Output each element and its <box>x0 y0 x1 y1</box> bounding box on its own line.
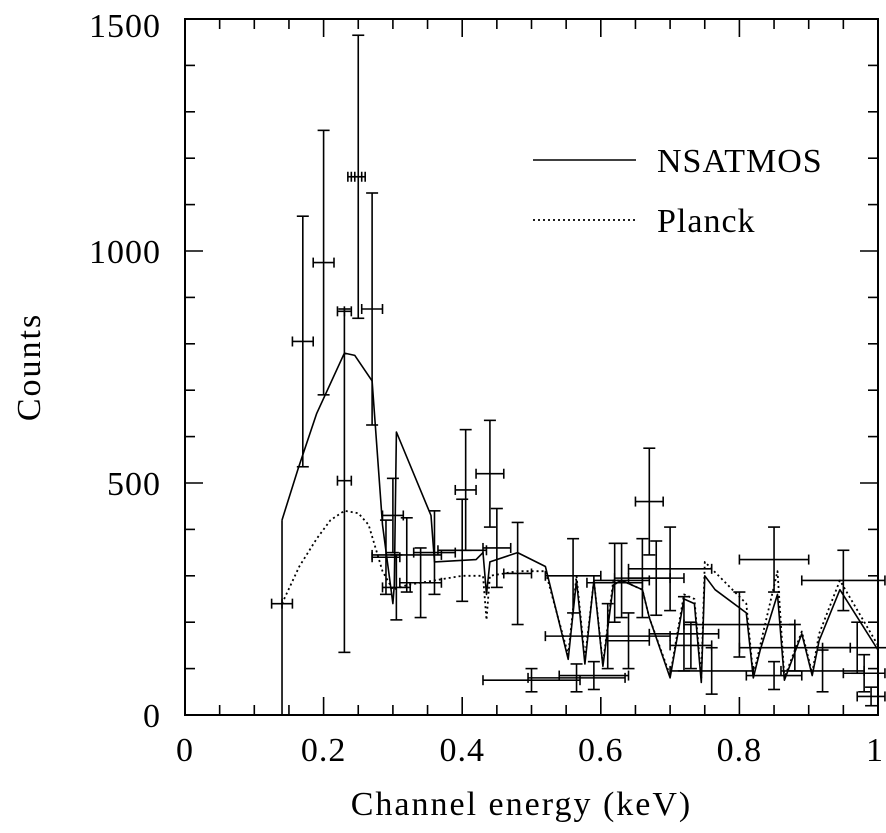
data-point <box>312 129 335 396</box>
x-tick-label: 0 <box>176 732 194 769</box>
data-point <box>371 516 443 593</box>
data-point <box>482 667 581 693</box>
data-point <box>454 428 477 552</box>
data-point <box>475 419 505 528</box>
y-tick-label: 1000 <box>89 234 161 271</box>
data-point <box>336 308 353 654</box>
data-point <box>291 215 315 468</box>
data-point <box>482 507 512 589</box>
data-point <box>558 660 630 691</box>
data-point <box>800 549 886 612</box>
x-tick-label: 0.4 <box>439 732 485 769</box>
data-point <box>606 612 651 670</box>
data-point <box>745 660 803 691</box>
data-point <box>856 686 886 707</box>
data-point <box>270 598 294 609</box>
legend-label-nsatmos: NSATMOS <box>657 143 823 180</box>
y-axis-label: Counts <box>11 313 48 421</box>
data-point <box>842 653 886 693</box>
model-curves <box>281 352 879 715</box>
data-point <box>502 521 533 626</box>
data-point <box>360 192 384 426</box>
y-tick-label: 0 <box>143 698 161 735</box>
data-point <box>821 621 886 675</box>
legend: NSATMOS Planck <box>533 143 823 240</box>
x-tick-label: 0.2 <box>301 732 347 769</box>
y-tick-label: 500 <box>107 466 161 503</box>
series-line-planck <box>281 509 879 679</box>
y-axis-ticks: 0 500 1000 1500 <box>89 8 878 735</box>
plot-border <box>184 18 879 716</box>
data-point <box>627 526 713 612</box>
data-point <box>381 477 405 554</box>
data-point <box>527 663 626 693</box>
x-axis-label: Channel energy (keV) <box>351 786 692 823</box>
x-tick-label: 0.6 <box>578 732 624 769</box>
y-tick-label: 1500 <box>89 8 161 45</box>
x-tick-label: 0.8 <box>717 732 763 769</box>
data-point <box>350 34 366 320</box>
data-point <box>634 447 664 556</box>
data-point <box>627 540 685 617</box>
legend-label-planck: Planck <box>657 203 756 240</box>
data-point <box>593 542 651 619</box>
data-points <box>270 34 886 707</box>
data-point <box>738 526 810 593</box>
x-tick-label: 1 <box>866 732 884 769</box>
data-point <box>544 537 602 614</box>
x-axis-ticks: 0 0.2 0.4 0.6 0.8 1 <box>176 19 884 769</box>
data-point <box>412 510 457 596</box>
data-point <box>669 646 755 695</box>
data-point <box>669 621 713 670</box>
plot-frame <box>184 18 879 716</box>
data-point <box>648 595 720 672</box>
data-point <box>336 306 353 317</box>
data-point <box>381 554 412 621</box>
